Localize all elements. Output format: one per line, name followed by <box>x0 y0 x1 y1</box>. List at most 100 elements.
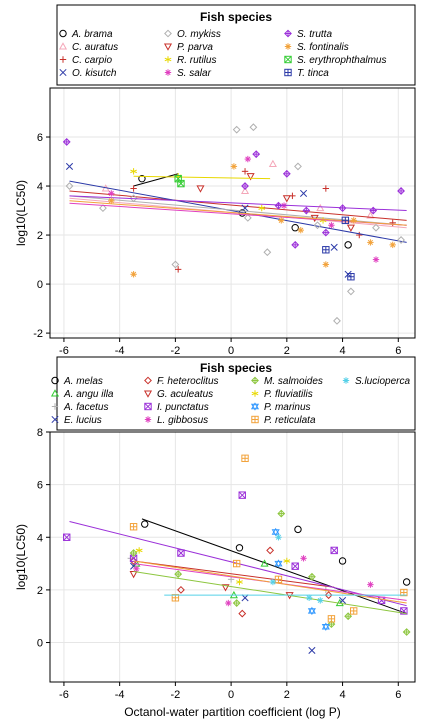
point-m-salmoides <box>308 572 316 581</box>
plot-frame <box>49 87 416 339</box>
point-i-punctatus <box>238 491 246 499</box>
fit-line-s-fontinalis <box>69 200 407 226</box>
point-s-salar <box>372 256 380 263</box>
point-m-salmoides <box>174 570 183 579</box>
legend-item-a-angu-illa: A. angu illa <box>50 389 114 400</box>
point-m-salmoides <box>402 628 411 636</box>
plot-frame <box>49 431 416 683</box>
legend-marker-c-carpio <box>59 56 67 63</box>
legend-label: M. salmoides <box>264 376 323 387</box>
series-p-fluviatilis <box>135 547 291 586</box>
point-t-tinca <box>322 246 330 254</box>
series-s-fontinalis <box>69 163 407 278</box>
legend-marker-s-fontinalis <box>284 43 292 50</box>
point-o-mykiss <box>313 221 322 230</box>
legend-label: O. mykiss <box>177 29 221 40</box>
legend-marker-l-gibbosus <box>144 416 152 423</box>
legend-label: S. salar <box>177 68 212 79</box>
legend-marker-e-lucius <box>51 415 59 424</box>
point-i-punctatus <box>63 533 71 541</box>
fit-line-c-carpio <box>69 190 407 221</box>
point-o-mykiss <box>333 316 341 325</box>
legend-label: A. facetus <box>63 402 108 413</box>
x-tick-label: -4 <box>115 345 125 357</box>
point-c-carpio <box>241 168 249 175</box>
y-tick-label: 0 <box>37 279 43 291</box>
legend-item-o-kisutch: O. kisutch <box>59 68 117 79</box>
point-p-marinus <box>271 527 280 537</box>
legend-item-s-fontinalis: S. fontinalis <box>284 42 349 53</box>
legend-marker-p-parva <box>163 43 173 51</box>
point-c-auratus <box>316 203 325 212</box>
legend-label: I. punctatus <box>157 402 209 413</box>
point-c-carpio <box>389 219 396 227</box>
legend-marker-o-kisutch <box>59 68 67 77</box>
legend-marker-f-heteroclitus <box>144 376 152 385</box>
point-a-melas <box>141 520 149 528</box>
point-s-salar <box>244 155 252 163</box>
y-tick-label: -2 <box>33 328 43 340</box>
point-p-reticulata <box>274 575 283 584</box>
point-p-reticulata <box>129 523 138 531</box>
x-tick-label: 2 <box>284 345 290 357</box>
plot-area-2: -6 -4 -2 0 2 4 6 0 2 4 6 8 log10(LC50) Octanol-water … <box>14 427 416 719</box>
legend-item-s-erythrophthalmus: S. erythrophthalmus <box>284 55 387 66</box>
point-o-kisutch <box>241 204 249 212</box>
legend-item-g-aculeatus: G. aculeatus <box>143 389 213 400</box>
series-a-brama <box>133 173 352 249</box>
point-m-salmoides <box>277 509 286 518</box>
point-s-fontinalis <box>322 261 330 268</box>
point-s-trutta <box>302 206 311 215</box>
point-a-brama <box>344 241 352 249</box>
point-s-trutta <box>291 240 300 249</box>
series-o-mykiss <box>65 123 407 325</box>
point-s-lucioperca <box>269 578 277 586</box>
point-p-parva <box>246 173 255 181</box>
point-o-mykiss <box>232 125 241 134</box>
point-p-parva <box>346 224 355 232</box>
point-o-kisutch <box>330 243 338 251</box>
series-m-salmoides <box>129 509 411 636</box>
fit-line-o-kisutch <box>69 180 407 243</box>
point-l-gibbosus <box>225 599 232 607</box>
point-s-lucioperca <box>317 597 324 604</box>
point-c-auratus <box>240 186 250 195</box>
point-s-fontinalis <box>297 226 304 234</box>
chart-panel-2: Fish species A. melas A. angu illa A. facet… <box>14 356 416 719</box>
legend-label: P. reticulata <box>264 415 316 426</box>
point-a-brama <box>291 224 299 232</box>
legend-label: C. carpio <box>72 55 112 66</box>
point-s-fontinalis <box>367 239 374 246</box>
fit-line-a-brama <box>133 173 179 187</box>
point-s-salar <box>328 222 335 229</box>
point-o-mykiss <box>243 213 252 222</box>
point-c-auratus <box>268 159 277 168</box>
x-tick-label: 6 <box>395 689 401 701</box>
point-s-fontinalis <box>108 197 115 204</box>
legend-marker-r-rutilus <box>164 56 172 63</box>
x-tick-label: -2 <box>170 345 180 357</box>
point-a-melas <box>338 557 347 565</box>
legend-item-t-tinca: T. tinca <box>284 68 329 79</box>
point-c-auratus <box>366 211 375 219</box>
x-tick-label: 4 <box>339 689 345 701</box>
point-f-heteroclitus <box>324 591 333 600</box>
point-a-melas <box>294 525 302 534</box>
legend-marker-p-fluviatilis <box>251 390 259 397</box>
plot-area-1: -6 -4 -2 0 2 4 6 -2 0 2 4 6 log10(LC50) <box>14 87 416 357</box>
point-s-trutta <box>397 187 405 195</box>
legend-box <box>56 356 416 431</box>
legend-item-c-auratus: C. auratus <box>58 42 118 53</box>
point-o-mykiss <box>347 287 355 296</box>
point-o-mykiss <box>397 236 405 244</box>
point-c-carpio <box>322 185 330 192</box>
point-o-mykiss <box>99 204 107 213</box>
legend-item-p-reticulata: P. reticulata <box>251 415 316 426</box>
x-tick-label: -6 <box>59 689 69 701</box>
series-s-trutta <box>62 138 407 249</box>
point-p-marinus <box>321 622 330 631</box>
point-p-fluviatilis <box>135 547 143 554</box>
point-p-fluviatilis <box>236 578 243 586</box>
point-o-mykiss <box>372 223 380 232</box>
legend-label: G. aculeatus <box>157 389 213 400</box>
